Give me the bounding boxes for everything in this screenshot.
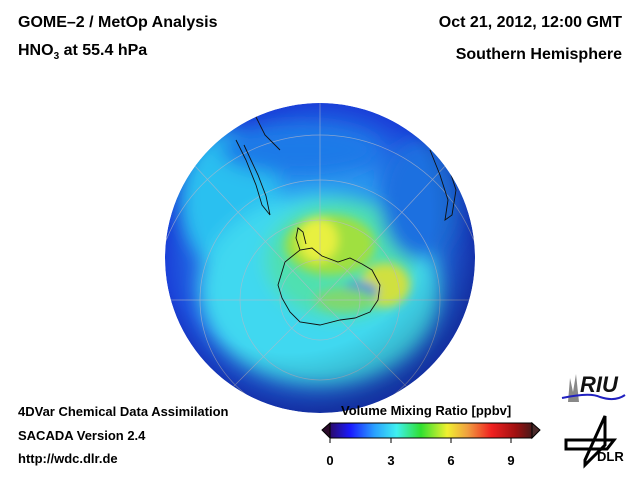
globe [165, 103, 475, 413]
riu-logo [561, 374, 626, 402]
colorbar [321, 421, 541, 443]
dlr-logo-text: DLR [597, 449, 624, 464]
region-label: Southern Hemisphere [455, 46, 622, 63]
colorbar-tick: 9 [507, 453, 515, 468]
colorbar-tick: 6 [447, 453, 455, 468]
pressure-level: at 55.4 hPa [59, 42, 148, 59]
dlr-logo [564, 415, 618, 469]
footer-version: SACADA Version 2.4 [18, 428, 146, 443]
footer-url[interactable]: http://wdc.dlr.de [18, 451, 118, 466]
colorbar-tick: 0 [326, 453, 334, 468]
species-subscript: 3 [53, 51, 60, 63]
footer-method: 4DVar Chemical Data Assimilation [18, 404, 229, 419]
species-level: HNO3 at 55.4 hPa [18, 42, 147, 62]
species-name: HNO [18, 42, 54, 59]
date-time: Oct 21, 2012, 12:00 GMT [438, 14, 622, 31]
colorbar-tick: 3 [387, 453, 395, 468]
analysis-title: GOME–2 / MetOp Analysis [18, 14, 218, 31]
riu-logo-text: RIU [580, 372, 618, 397]
colorbar-title: Volume Mixing Ratio [ppbv] [341, 403, 512, 418]
